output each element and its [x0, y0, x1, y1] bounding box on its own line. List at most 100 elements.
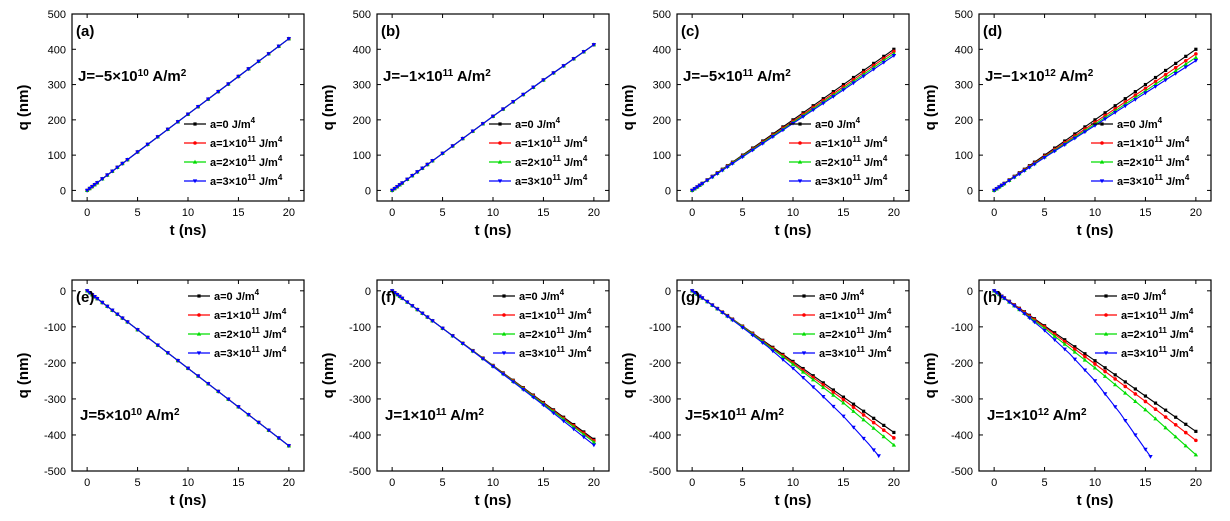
data-point: [490, 364, 496, 369]
x-axis-label: t (ns): [170, 222, 207, 239]
data-point: [710, 175, 715, 180]
data-point: [95, 296, 100, 301]
data-point: [1194, 438, 1198, 443]
data-point: [1012, 175, 1017, 180]
data-point: [1042, 328, 1047, 333]
y-tick-label: 0: [365, 185, 371, 197]
x-axis-label: t (ns): [475, 222, 512, 239]
data-point: [1148, 454, 1153, 459]
data-point: [389, 188, 395, 193]
data-point: [730, 162, 735, 166]
data-point: [871, 425, 876, 430]
data-point: [92, 183, 97, 187]
data-point: [394, 292, 400, 297]
data-point: [1153, 416, 1158, 421]
y-tick-label: -500: [649, 466, 671, 478]
data-point: [84, 188, 90, 193]
data-point: [861, 413, 866, 417]
x-tick-label: 0: [84, 207, 90, 219]
legend-label: a=1×1011​ J/m4​: [214, 307, 287, 322]
data-point: [1102, 374, 1108, 378]
data-point: [100, 300, 105, 305]
x-tick-label: 15: [232, 477, 244, 489]
data-point: [1164, 68, 1168, 73]
data-point: [881, 434, 886, 439]
legend-marker: [802, 313, 806, 317]
y-tick-label: 0: [967, 185, 973, 197]
y-tick-label: 200: [48, 115, 66, 127]
data-point: [1072, 136, 1078, 141]
data-point: [730, 318, 735, 323]
y-tick-label: -300: [649, 394, 671, 406]
data-point: [1153, 75, 1158, 80]
data-point: [185, 112, 191, 117]
data-point: [780, 358, 786, 362]
data-point: [996, 185, 1002, 190]
plot-frame: [71, 13, 305, 202]
data-point: [521, 388, 526, 392]
x-tick-label: 0: [689, 207, 695, 219]
data-point: [165, 351, 171, 356]
data-point: [425, 162, 430, 167]
data-point: [1183, 65, 1188, 70]
legend-marker: [798, 141, 802, 145]
data-point: [531, 395, 536, 400]
plot-frame: [71, 279, 305, 472]
data-point: [790, 362, 796, 366]
data-point: [405, 300, 410, 305]
legend-marker: [797, 159, 803, 164]
data-point: [750, 148, 755, 153]
y-tick-label: -400: [951, 430, 973, 442]
legend-marker: [801, 331, 807, 336]
data-point: [470, 349, 476, 354]
data-point: [470, 129, 476, 134]
data-point: [1017, 307, 1022, 312]
data-point: [256, 420, 261, 425]
data-point: [1194, 429, 1198, 433]
data-point: [1027, 165, 1032, 170]
series-3: [389, 289, 597, 448]
legend-marker: [193, 122, 197, 126]
y-tick-label: 500: [48, 9, 66, 21]
legend-marker: [1100, 141, 1104, 145]
data-point: [1103, 369, 1107, 374]
data-point: [1153, 401, 1158, 405]
data-point: [1113, 377, 1117, 381]
data-point: [276, 436, 281, 441]
data-point: [790, 366, 796, 371]
legend-label: a=3×1011​ J/m4​: [1121, 345, 1194, 360]
data-point: [1143, 82, 1148, 87]
data-point: [851, 81, 856, 86]
data-point: [1143, 91, 1148, 96]
data-point: [541, 78, 546, 83]
legend-label: a=0 J/m4​: [819, 288, 865, 303]
x-tick-label: 5: [1042, 477, 1048, 489]
legend-marker: [192, 159, 198, 164]
current-density-label: J=1×1012​ A/m2​: [987, 407, 1087, 424]
data-point: [510, 380, 516, 385]
y-axis-label: q (nm): [620, 353, 637, 399]
data-point: [800, 115, 806, 119]
data-point: [397, 183, 402, 188]
data-point: [195, 374, 201, 379]
current-density-label: J=−1×1012​ A/m2​: [985, 68, 1094, 85]
data-point: [410, 173, 415, 178]
data-point: [571, 427, 576, 432]
data-point: [991, 289, 997, 294]
legend-marker: [193, 141, 197, 145]
data-point: [841, 414, 846, 419]
data-point: [725, 314, 730, 319]
legend-label: a=3×1011​ J/m4​: [1117, 173, 1190, 188]
data-point: [689, 289, 695, 294]
series-3: [689, 289, 881, 459]
data-point: [551, 71, 556, 76]
y-tick-label: 0: [665, 185, 671, 197]
data-point: [389, 289, 395, 294]
data-point: [1093, 362, 1097, 366]
legend-marker: [197, 294, 201, 298]
data-point: [892, 47, 896, 51]
data-point: [1093, 118, 1097, 122]
x-axis-label: t (ns): [775, 222, 812, 239]
